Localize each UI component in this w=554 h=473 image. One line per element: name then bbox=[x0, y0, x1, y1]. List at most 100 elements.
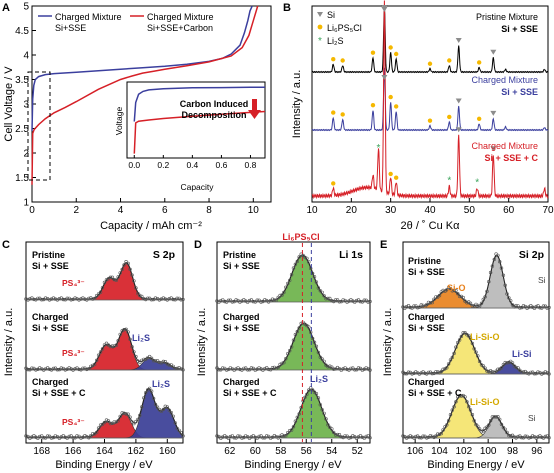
inset-x-tick-label: 0.0 bbox=[128, 160, 140, 170]
data-point bbox=[215, 434, 219, 438]
data-point bbox=[293, 262, 298, 266]
data-point bbox=[467, 405, 471, 409]
data-point bbox=[474, 422, 478, 427]
data-point bbox=[155, 405, 160, 409]
data-point bbox=[161, 407, 166, 412]
data-point bbox=[67, 366, 71, 370]
data-point bbox=[177, 428, 181, 433]
data-point bbox=[307, 388, 311, 392]
panel-c-title: S 2p bbox=[153, 249, 175, 261]
data-point bbox=[130, 273, 134, 277]
data-point bbox=[305, 256, 309, 261]
data-point bbox=[503, 427, 507, 431]
panel-a-inset: 0.0 0.2 0.4 0.6 0.8 Capacity Voltage Carbon … bbox=[114, 81, 266, 192]
panel-a-legend: Charged Mixture Si+SSE Charged Mixture S… bbox=[38, 12, 214, 33]
data-point bbox=[419, 371, 423, 375]
data-point bbox=[523, 434, 527, 438]
data-point bbox=[483, 295, 487, 299]
data-point bbox=[128, 415, 132, 419]
data-point bbox=[494, 369, 498, 373]
data-point bbox=[356, 366, 361, 370]
x-tick-label: 40 bbox=[424, 205, 436, 216]
panel-e-y-label: Intensity / a.u. bbox=[382, 308, 394, 376]
panel-c-spectra bbox=[24, 260, 185, 440]
e-row2-lisio-label: Li-Si-O bbox=[470, 332, 500, 342]
si-marker bbox=[455, 127, 462, 133]
data-point bbox=[83, 434, 87, 438]
data-point bbox=[485, 289, 489, 294]
data-point bbox=[434, 295, 438, 299]
data-point bbox=[337, 433, 342, 437]
panel-b-diffraction-patterns bbox=[311, 0, 549, 200]
data-point bbox=[505, 361, 509, 365]
data-point bbox=[257, 298, 261, 302]
data-point bbox=[261, 299, 265, 304]
d-row2-label-line2: Si + SSE bbox=[223, 323, 260, 333]
data-point bbox=[98, 290, 103, 294]
data-point bbox=[301, 399, 305, 403]
pattern-charged-carbon bbox=[311, 0, 549, 200]
data-point bbox=[221, 366, 225, 370]
panel-d-y-label: Intensity / a.u. bbox=[196, 308, 208, 376]
data-point bbox=[163, 297, 168, 301]
data-point bbox=[81, 435, 85, 439]
data-point bbox=[499, 266, 504, 270]
data-point bbox=[536, 370, 540, 374]
data-point bbox=[541, 304, 546, 308]
data-point bbox=[459, 394, 464, 398]
data-point bbox=[463, 395, 467, 399]
data-point bbox=[452, 351, 456, 356]
data-point bbox=[286, 281, 290, 286]
data-point bbox=[488, 418, 493, 423]
data-point bbox=[126, 412, 130, 416]
data-point bbox=[428, 301, 433, 305]
data-point bbox=[90, 432, 95, 436]
x-tick-label: 104 bbox=[431, 446, 448, 457]
data-point bbox=[96, 426, 101, 430]
data-point bbox=[454, 288, 458, 293]
panel-e-x-ticks: 106 104 102 100 98 96 bbox=[407, 439, 543, 457]
e-row1-si-label: Si bbox=[538, 275, 546, 285]
data-point bbox=[32, 297, 36, 302]
li2s-marker: * bbox=[377, 143, 381, 154]
data-point bbox=[286, 352, 290, 356]
data-point bbox=[408, 305, 412, 310]
data-point bbox=[330, 365, 334, 369]
y-tick-label: 2 bbox=[23, 149, 29, 160]
inset-x-label: Capacity bbox=[180, 182, 214, 192]
data-point bbox=[414, 304, 418, 308]
data-point bbox=[477, 304, 482, 308]
lpsc-marker bbox=[393, 51, 399, 57]
data-point bbox=[333, 433, 338, 437]
data-point bbox=[441, 367, 445, 371]
panel-e-letter: E bbox=[380, 239, 387, 251]
data-point bbox=[163, 360, 168, 364]
data-point bbox=[249, 366, 254, 370]
data-point bbox=[503, 360, 507, 365]
data-point bbox=[510, 361, 515, 365]
data-point bbox=[226, 298, 231, 302]
data-point bbox=[343, 434, 347, 438]
x-tick-label: 98 bbox=[507, 446, 519, 457]
data-point bbox=[94, 294, 99, 298]
data-point bbox=[138, 360, 142, 364]
inset-x-tick-label: 0.6 bbox=[216, 160, 228, 170]
lpsc-marker bbox=[331, 110, 336, 115]
panel-a-y-label: Cell Voltage / V bbox=[3, 66, 15, 142]
x-tick-label: 58 bbox=[275, 446, 287, 457]
data-point bbox=[102, 343, 107, 347]
data-point bbox=[221, 298, 225, 302]
x-tick-label: 4 bbox=[118, 205, 124, 216]
c-row3-li2s-label: Li₂S bbox=[152, 379, 170, 389]
data-point bbox=[289, 428, 294, 432]
data-point bbox=[45, 434, 50, 438]
si-marker bbox=[455, 98, 462, 104]
data-point bbox=[142, 396, 146, 400]
data-point bbox=[37, 366, 42, 370]
data-point bbox=[259, 434, 263, 438]
data-point bbox=[116, 339, 120, 343]
data-point bbox=[443, 425, 447, 429]
c-row2-label-line2: Si + SSE bbox=[32, 323, 69, 333]
data-point bbox=[65, 296, 69, 300]
lpsc-marker bbox=[388, 45, 393, 50]
